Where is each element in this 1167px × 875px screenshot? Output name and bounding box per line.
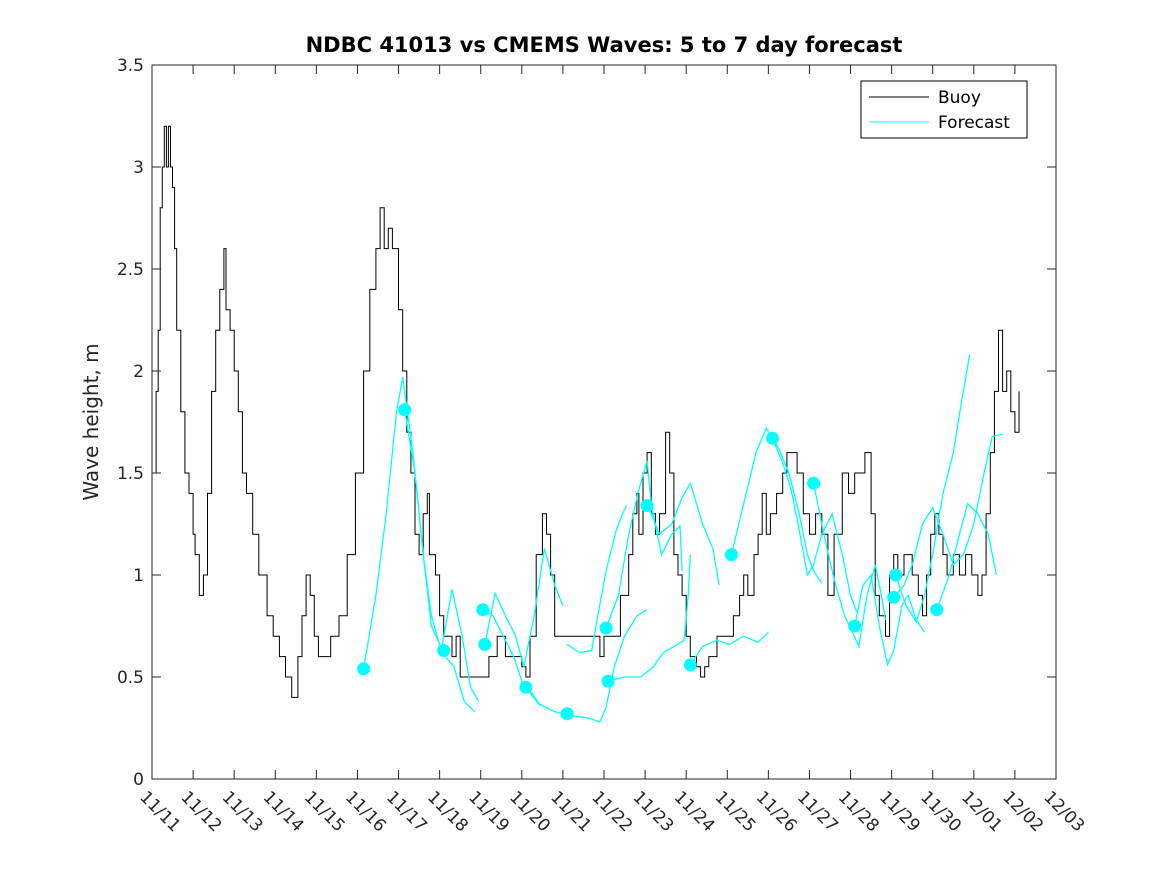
forecast-segment-14 xyxy=(893,433,1003,598)
x-tick-label: 11/22 xyxy=(587,787,636,836)
x-tick-label: 11/27 xyxy=(793,787,842,836)
x-tick-label: 11/29 xyxy=(875,787,924,836)
y-tick-label: 3 xyxy=(133,158,144,178)
forecast-segment-9 xyxy=(689,631,769,666)
x-tick-label: 11/15 xyxy=(300,787,349,836)
plot-area-background xyxy=(152,65,1056,779)
x-tick-label: 11/26 xyxy=(752,787,801,836)
x-tick-label: 11/14 xyxy=(259,787,308,836)
legend: Buoy Forecast xyxy=(860,80,1028,139)
x-tick-label: 11/17 xyxy=(382,787,431,836)
forecast-marker-4 xyxy=(478,637,492,651)
legend-box xyxy=(860,80,1028,139)
y-axis-label: Wave height, m xyxy=(79,343,103,500)
x-tick-label: 11/25 xyxy=(711,787,760,836)
forecast-marker-2 xyxy=(437,644,451,657)
forecast-marker-12 xyxy=(766,431,779,445)
x-tick-label: 11/20 xyxy=(505,787,554,836)
chart-title: NDBC 41013 vs CMEMS Waves: 5 to 7 day fo… xyxy=(306,33,903,57)
forecast-marker-7 xyxy=(599,621,613,635)
x-tick-label: 11/24 xyxy=(670,787,719,836)
x-tick-label: 11/30 xyxy=(916,787,965,836)
y-tick-label: 0.5 xyxy=(117,668,144,688)
forecast-segment-2 xyxy=(482,609,541,706)
forecast-segment-8 xyxy=(646,481,720,586)
forecast-marker-11 xyxy=(724,548,738,562)
forecast-segment-6 xyxy=(607,554,691,682)
y-tick-label: 2 xyxy=(133,362,144,382)
x-tick-label: 11/13 xyxy=(218,787,267,836)
forecast-segment-16 xyxy=(936,502,998,610)
forecast-segment-11 xyxy=(771,438,858,612)
series-layer xyxy=(152,125,1020,723)
forecast-marker-9 xyxy=(640,499,654,513)
x-tick-label: 11/11 xyxy=(135,787,184,836)
x-tick-label: 11/19 xyxy=(464,787,513,836)
forecast-marker-13 xyxy=(807,476,821,490)
forecast-marker-6 xyxy=(560,707,574,721)
x-tick-label: 12/03 xyxy=(1039,787,1088,836)
forecast-marker-8 xyxy=(601,674,615,688)
x-tick-label: 11/28 xyxy=(834,787,883,836)
y-tick-label: 2.5 xyxy=(117,260,144,280)
x-tick-label: 11/16 xyxy=(341,787,390,836)
forecast-marker-10 xyxy=(683,658,697,672)
forecast-segment-10 xyxy=(730,426,823,584)
y-tick-label: 1.5 xyxy=(117,464,144,484)
forecast-marker-17 xyxy=(930,603,944,617)
forecast-marker-15 xyxy=(887,590,901,604)
legend-buoy-label: Buoy xyxy=(938,88,981,108)
forecast-marker-5 xyxy=(519,680,533,694)
forecast-marker-16 xyxy=(889,568,903,582)
forecast-marker-1 xyxy=(398,403,412,417)
x-tick-label: 12/02 xyxy=(998,787,1047,836)
x-tick-label: 11/23 xyxy=(629,787,678,836)
x-tick-label: 11/12 xyxy=(177,787,226,836)
x-tick-label: 12/01 xyxy=(957,787,1006,836)
forecast-segment-15 xyxy=(895,354,971,624)
x-tick-label: 11/21 xyxy=(546,787,595,836)
forecast-segment-7 xyxy=(605,460,683,629)
forecast-segment-5 xyxy=(566,505,628,654)
forecast-marker-3 xyxy=(476,603,490,617)
forecast-marker-14 xyxy=(848,619,862,633)
x-tick-label: 11/18 xyxy=(423,787,472,836)
legend-forecast-label: Forecast xyxy=(938,113,1010,133)
forecast-segment-3 xyxy=(484,548,564,667)
y-tick-label: 1 xyxy=(133,566,144,586)
forecast-segment-13 xyxy=(854,573,926,667)
forecast-segment-4 xyxy=(525,609,648,723)
forecast-segment-12 xyxy=(812,483,887,649)
y-tick-label: 0 xyxy=(133,770,144,790)
forecast-marker-0 xyxy=(357,662,371,676)
y-tick-label: 3.5 xyxy=(117,56,144,76)
